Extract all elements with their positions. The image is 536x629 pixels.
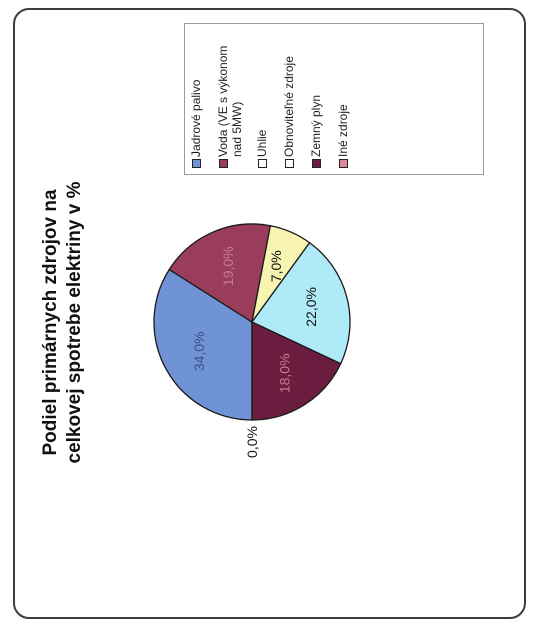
pie-slice-voda-ve-s-vykonom-nad-5mw bbox=[168, 223, 272, 324]
legend-label: Zemný plyn bbox=[309, 94, 323, 157]
pie-label-obnovitelne-zdroje: 22,0% bbox=[303, 287, 319, 327]
legend-item-ine-zdroje: Iné zdroje bbox=[336, 30, 350, 168]
pie-label-uhlie: 7,0% bbox=[268, 250, 284, 282]
legend-swatch bbox=[339, 159, 348, 168]
pie-label-voda-ve-s-vykonom-nad-5mw: 19,0% bbox=[220, 246, 236, 286]
legend-label: Jadrové palivo bbox=[189, 79, 203, 157]
legend-item-obnovitelne-zdroje: Obnoviteľné zdroje bbox=[282, 30, 296, 168]
pie-chart: 34,0% 19,0% 7,0% 22,0% 18,0% 0,0% bbox=[153, 223, 351, 458]
legend-swatch bbox=[219, 159, 228, 168]
pie-slice-zemny-plyn bbox=[251, 320, 342, 421]
chart-legend: Jadrové palivo Voda (VE s výkonom nad 5M… bbox=[184, 23, 484, 175]
legend-item-jadrove-palivo: Jadrové palivo bbox=[189, 30, 203, 168]
legend-swatch bbox=[312, 159, 321, 168]
legend-label: Iné zdroje bbox=[336, 104, 350, 157]
chart-canvas: Podiel primárnych zdrojov na celkovej sp… bbox=[14, 17, 527, 628]
legend-swatch bbox=[192, 159, 201, 168]
pie-label-zemny-plyn: 18,0% bbox=[277, 353, 293, 393]
pie-label-ine-zdroje: 0,0% bbox=[244, 426, 260, 458]
legend-swatch bbox=[285, 159, 294, 168]
legend-label: Obnoviteľné zdroje bbox=[282, 56, 296, 157]
legend-item-voda: Voda (VE s výkonom nad 5MW) bbox=[216, 30, 244, 168]
legend-swatch bbox=[258, 159, 267, 168]
legend-item-uhlie: Uhlie bbox=[255, 30, 269, 168]
legend-item-zemny-plyn: Zemný plyn bbox=[309, 30, 323, 168]
legend-label: Voda (VE s výkonom nad 5MW) bbox=[216, 45, 244, 157]
pie-label-jadrove-palivo: 34,0% bbox=[191, 331, 207, 371]
legend-label: Uhlie bbox=[255, 129, 269, 157]
